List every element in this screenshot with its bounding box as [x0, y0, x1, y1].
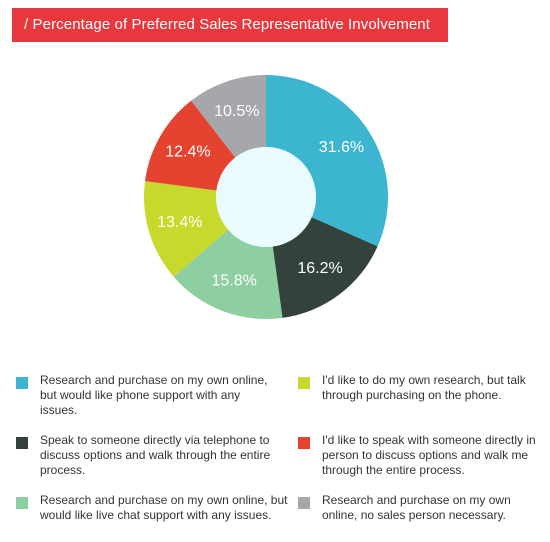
slice-value-label: 10.5%	[214, 103, 259, 120]
donut-slice	[144, 181, 229, 277]
legend-swatch	[298, 377, 310, 389]
slice-value-label: 16.2%	[297, 260, 342, 277]
chart-title: / Percentage of Preferred Sales Represen…	[12, 8, 448, 42]
donut-slice	[266, 75, 388, 247]
legend-swatch	[16, 377, 28, 389]
legend-label: Research and purchase on my own online, …	[40, 493, 288, 522]
slice-value-label: 13.4%	[157, 214, 202, 231]
legend-label: Speak to someone directly via telephone …	[40, 433, 271, 477]
donut-slice	[191, 75, 266, 158]
donut-chart: 31.6% 16.2% 15.8% 13.4% 12.4% 10.5%	[144, 75, 388, 319]
slice-value-label: 15.8%	[211, 272, 256, 289]
legend-swatch	[298, 437, 310, 449]
donut-slice	[272, 217, 378, 318]
legend-swatch	[298, 497, 310, 509]
slice-value-label: 31.6%	[319, 139, 364, 156]
donut-slice	[173, 229, 283, 319]
slice-value-label: 12.4%	[165, 143, 210, 160]
legend-swatch	[16, 437, 28, 449]
donut-center	[216, 147, 316, 247]
legend-swatch	[16, 497, 28, 509]
legend-label: I'd like to do my own research, but talk…	[322, 373, 526, 402]
donut-slice	[145, 100, 236, 191]
legend-label: Research and purchase on my own online, …	[322, 493, 511, 522]
legend-label: I'd like to speak with someone directly …	[322, 433, 536, 477]
legend-label: Research and purchase on my own online, …	[40, 373, 268, 417]
